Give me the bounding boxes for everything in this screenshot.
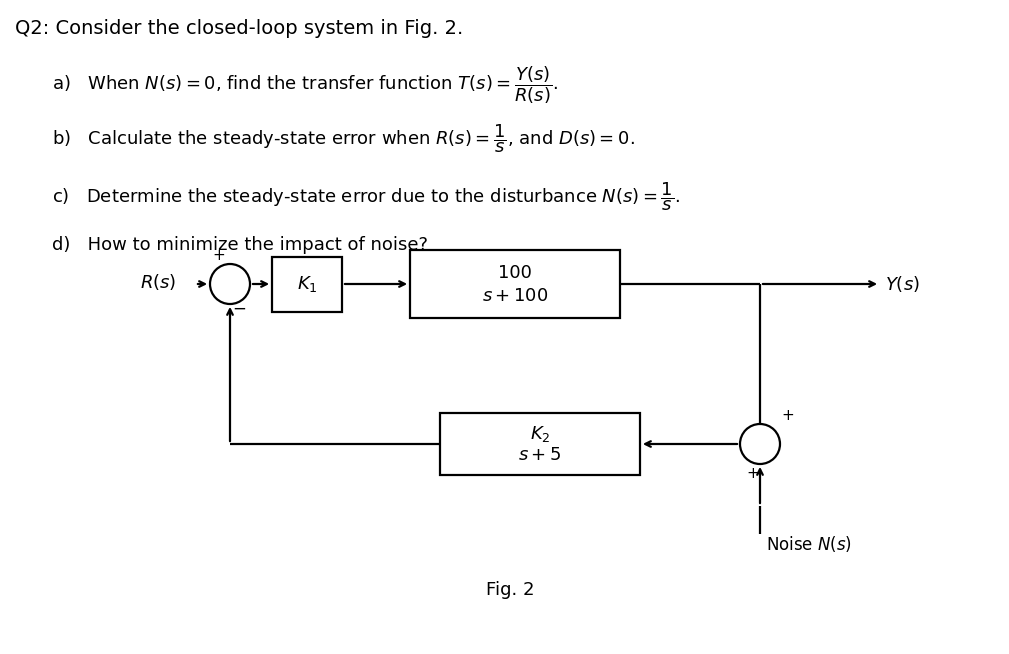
Text: $K_1$: $K_1$ bbox=[297, 274, 318, 294]
Text: a)   When $N(s) = 0$, find the transfer function $T(s) = \dfrac{Y(s)}{R(s)}$.: a) When $N(s) = 0$, find the transfer fu… bbox=[52, 64, 558, 106]
Text: +: + bbox=[212, 248, 225, 263]
Bar bbox=[410, 250, 620, 318]
Text: $s + 5$: $s + 5$ bbox=[519, 446, 562, 464]
Text: Q2: Consider the closed-loop system in Fig. 2.: Q2: Consider the closed-loop system in F… bbox=[15, 19, 463, 38]
Text: $Y(s)$: $Y(s)$ bbox=[885, 274, 920, 294]
Text: d)   How to minimize the impact of noise?: d) How to minimize the impact of noise? bbox=[52, 236, 428, 254]
Text: b)   Calculate the steady-state error when $R(s) = \dfrac{1}{s}$, and $D(s) = 0$: b) Calculate the steady-state error when… bbox=[52, 122, 635, 154]
Text: +: + bbox=[781, 408, 794, 423]
Text: $R(s)$: $R(s)$ bbox=[140, 272, 177, 292]
Bar bbox=[272, 256, 342, 311]
Text: $K_2$: $K_2$ bbox=[530, 424, 550, 444]
Bar bbox=[440, 413, 640, 475]
Text: Noise $N(s)$: Noise $N(s)$ bbox=[766, 534, 852, 554]
Text: 100: 100 bbox=[498, 264, 532, 282]
Text: $s + 100$: $s + 100$ bbox=[481, 287, 548, 305]
Text: −: − bbox=[232, 300, 246, 318]
Text: Fig. 2: Fig. 2 bbox=[485, 581, 534, 599]
Text: c)   Determine the steady-state error due to the disturbance $N(s) = \dfrac{1}{s: c) Determine the steady-state error due … bbox=[52, 180, 680, 213]
Text: +: + bbox=[747, 466, 760, 481]
